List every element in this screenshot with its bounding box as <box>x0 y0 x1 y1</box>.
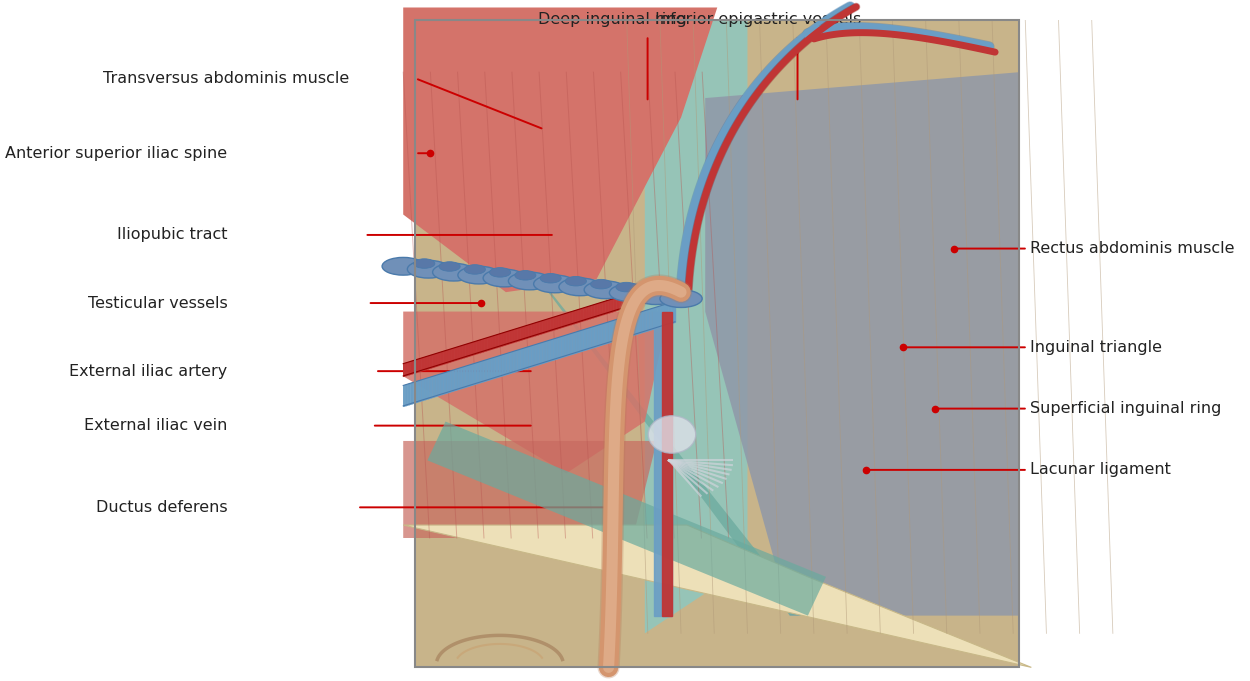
Ellipse shape <box>534 275 576 293</box>
Ellipse shape <box>641 285 662 295</box>
Ellipse shape <box>515 270 536 280</box>
Text: Superficial inguinal ring: Superficial inguinal ring <box>1030 401 1221 416</box>
Ellipse shape <box>649 415 696 454</box>
Polygon shape <box>661 312 672 616</box>
Text: Ductus deferens: Ductus deferens <box>96 500 228 515</box>
Ellipse shape <box>484 269 525 287</box>
Ellipse shape <box>616 283 638 292</box>
Ellipse shape <box>584 281 626 299</box>
Text: Iliopubic tract: Iliopubic tract <box>116 227 228 242</box>
Text: Deep inguinal ring: Deep inguinal ring <box>539 12 688 27</box>
Ellipse shape <box>660 290 702 308</box>
Ellipse shape <box>635 287 678 304</box>
Ellipse shape <box>509 272 550 290</box>
Ellipse shape <box>610 284 651 302</box>
Polygon shape <box>404 441 658 538</box>
Ellipse shape <box>565 276 586 286</box>
Polygon shape <box>428 422 826 616</box>
Ellipse shape <box>464 265 485 274</box>
Polygon shape <box>654 312 672 616</box>
Text: Transversus abdominis muscle: Transversus abdominis muscle <box>102 71 349 86</box>
Text: Lacunar ligament: Lacunar ligament <box>1030 462 1171 477</box>
Text: Rectus abdominis muscle: Rectus abdominis muscle <box>1030 241 1234 256</box>
Polygon shape <box>404 312 669 473</box>
Polygon shape <box>415 20 1019 667</box>
Text: Testicular vessels: Testicular vessels <box>88 296 228 311</box>
Polygon shape <box>404 98 808 616</box>
Text: Inguinal triangle: Inguinal triangle <box>1030 340 1161 355</box>
Ellipse shape <box>559 278 601 296</box>
Text: External iliac artery: External iliac artery <box>69 364 228 379</box>
Text: Anterior superior iliac spine: Anterior superior iliac spine <box>5 146 228 161</box>
Ellipse shape <box>432 264 475 281</box>
Polygon shape <box>404 525 1031 667</box>
Polygon shape <box>645 20 748 633</box>
Ellipse shape <box>490 268 511 277</box>
Text: Inferior epigastric vessels: Inferior epigastric vessels <box>655 12 861 27</box>
Polygon shape <box>404 7 718 292</box>
Ellipse shape <box>408 260 450 278</box>
Ellipse shape <box>382 257 424 275</box>
Polygon shape <box>705 72 1019 616</box>
Ellipse shape <box>414 259 435 268</box>
Ellipse shape <box>590 279 611 289</box>
Text: External iliac vein: External iliac vein <box>84 418 228 433</box>
Ellipse shape <box>666 288 688 298</box>
Ellipse shape <box>540 274 561 283</box>
Ellipse shape <box>458 266 500 284</box>
Ellipse shape <box>439 262 460 271</box>
